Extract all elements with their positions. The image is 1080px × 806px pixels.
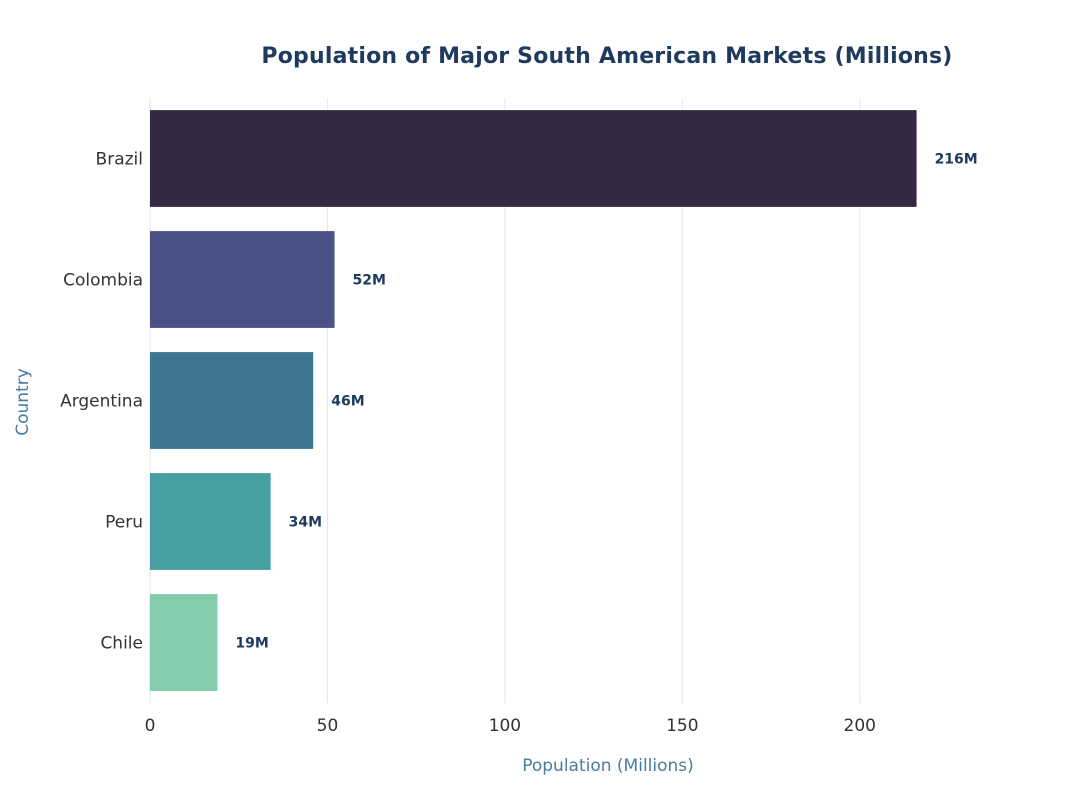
bar-argentina [150, 352, 314, 449]
y-tick-label: Argentina [60, 392, 143, 412]
x-tick-labels: 0 50 100 150 200 [145, 716, 876, 736]
y-tick-label: Colombia [63, 271, 143, 291]
y-tick-label: Peru [105, 513, 143, 533]
x-tick-label: 100 [489, 716, 521, 736]
y-tick-labels: Brazil Colombia Argentina Peru Chile [60, 150, 143, 654]
bar-brazil [150, 110, 917, 207]
bar-chile [150, 594, 218, 691]
data-label: 34M [289, 515, 322, 531]
data-label: 52M [353, 273, 386, 289]
data-label: 19M [235, 636, 268, 652]
y-tick-label: Brazil [96, 150, 143, 170]
data-label: 216M [935, 152, 978, 168]
data-labels: 216M 52M 46M 34M 19M [235, 152, 977, 652]
bars [150, 110, 917, 691]
x-axis-title: Population (Millions) [522, 756, 694, 776]
x-tick-label: 50 [317, 716, 339, 736]
x-tick-label: 0 [145, 716, 156, 736]
bar-peru [150, 473, 271, 570]
y-tick-label: Chile [100, 634, 143, 654]
chart-title: Population of Major South American Marke… [261, 44, 953, 69]
x-tick-label: 200 [844, 716, 876, 736]
bar-colombia [150, 231, 335, 328]
y-axis-title: Country [13, 368, 33, 436]
data-label: 46M [331, 394, 364, 410]
x-tick-label: 150 [666, 716, 698, 736]
